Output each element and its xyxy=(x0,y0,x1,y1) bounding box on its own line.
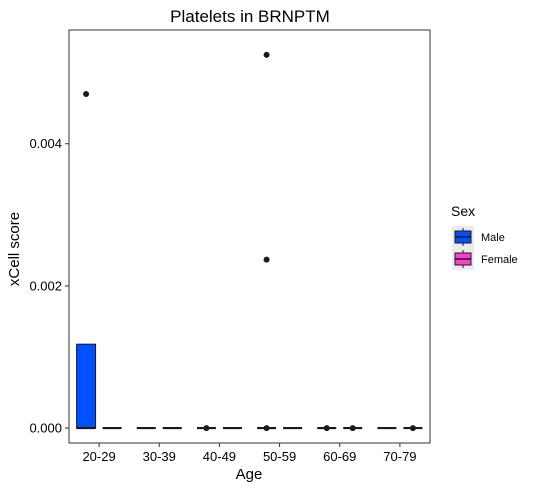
outlier-point xyxy=(409,425,416,432)
male-box-20-29 xyxy=(76,90,97,430)
outlier-point xyxy=(349,425,356,432)
female-box-70-79 xyxy=(403,425,423,432)
y-tick-label: 0.002 xyxy=(29,278,62,293)
x-tick-label: 30-39 xyxy=(143,449,176,464)
outlier-point xyxy=(203,425,210,432)
y-tick-label: 0.000 xyxy=(29,421,62,436)
female-box-60-69 xyxy=(343,425,363,432)
legend-title: Sex xyxy=(451,203,475,219)
chart-title: Platelets in BRNPTM xyxy=(170,7,330,26)
outlier-point xyxy=(263,256,270,263)
x-tick-label: 20-29 xyxy=(82,449,115,464)
male-box xyxy=(76,343,97,429)
outlier-point xyxy=(83,90,90,97)
x-axis-title: Age xyxy=(236,466,263,483)
male-box-50-59 xyxy=(257,51,277,432)
male-box-40-49 xyxy=(196,425,216,432)
plot-layer xyxy=(76,51,423,432)
outlier-point xyxy=(263,51,270,58)
legend: Sex Male Female xyxy=(451,203,518,270)
plot-panel xyxy=(68,29,431,444)
x-tick-label: 40-49 xyxy=(203,449,236,464)
y-axis-title: xCell score xyxy=(6,212,23,286)
outlier-point xyxy=(323,425,330,432)
y-tick-label: 0.004 xyxy=(29,136,62,151)
male-box-60-69 xyxy=(317,425,337,432)
x-tick-label: 50-59 xyxy=(263,449,296,464)
x-tick-label: 70-79 xyxy=(383,449,416,464)
y-axis: 0.000 0.002 0.004 xyxy=(29,136,69,436)
x-axis: 20-29 30-39 40-49 50-59 60-69 70-79 xyxy=(82,443,417,464)
legend-label-male: Male xyxy=(481,232,505,244)
legend-label-female: Female xyxy=(481,254,518,266)
x-tick-label: 60-69 xyxy=(323,449,356,464)
outlier-point xyxy=(263,425,270,432)
